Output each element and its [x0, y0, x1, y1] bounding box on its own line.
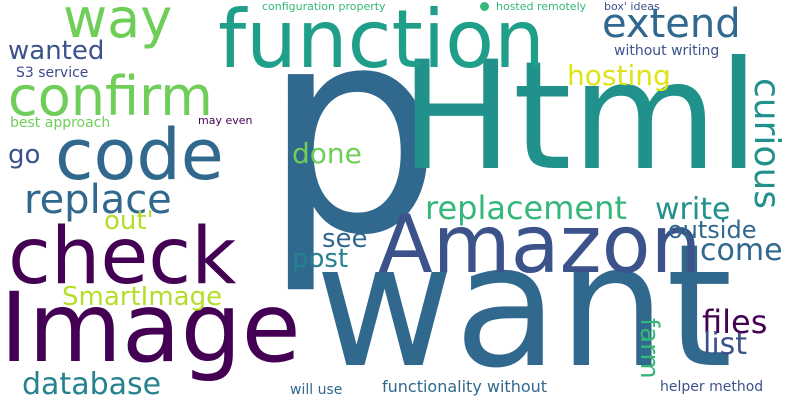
- word-way: way: [63, 0, 173, 50]
- word-wanted: wanted: [8, 36, 105, 66]
- word-go: go: [8, 140, 41, 170]
- word-hosted-remotely: hosted remotely: [496, 0, 587, 13]
- word-code: code: [55, 114, 224, 196]
- word-database: database: [22, 367, 162, 400]
- word-html: Html: [400, 30, 760, 204]
- word-box-ideas: box' ideas: [604, 0, 660, 13]
- word-will-use: will use: [290, 382, 343, 398]
- word-farm: farm: [634, 318, 664, 379]
- word-want: want: [315, 208, 733, 400]
- word-replace: replace: [24, 177, 172, 223]
- word-see: see: [322, 224, 368, 254]
- word-functionality-without: functionality without: [382, 377, 548, 396]
- word-p: p: [262, 0, 443, 298]
- word-amazon: Amazon: [378, 198, 702, 291]
- word-outside: outside: [668, 216, 757, 244]
- word-come: come: [700, 233, 783, 268]
- word-curious: curious: [746, 78, 787, 210]
- word-may-even: may even: [198, 114, 253, 127]
- word-check: check: [8, 212, 237, 302]
- word-extend: extend: [602, 1, 741, 47]
- word-s3-service: S3 service: [16, 65, 89, 81]
- word-files: files: [702, 303, 768, 341]
- word-function: function: [218, 0, 545, 86]
- word-best-approach: best approach: [10, 115, 111, 131]
- word-without-writing: without writing: [614, 43, 720, 59]
- word-image: Image: [0, 272, 301, 384]
- word-hosting: hosting: [567, 59, 671, 92]
- word-out: out': [104, 206, 154, 236]
- word-helper-method: helper method: [660, 379, 764, 395]
- word-configuration-property: configuration property: [262, 0, 386, 13]
- word-replacement: replacement: [425, 189, 627, 227]
- word-post: post: [292, 244, 349, 274]
- word-write: write: [655, 192, 731, 227]
- word-smartimage: SmartImage: [62, 282, 223, 312]
- word-list: list: [703, 327, 748, 362]
- word-confirm: confirm: [8, 65, 213, 128]
- word-done: done: [292, 137, 362, 170]
- dot-mark: [480, 2, 489, 11]
